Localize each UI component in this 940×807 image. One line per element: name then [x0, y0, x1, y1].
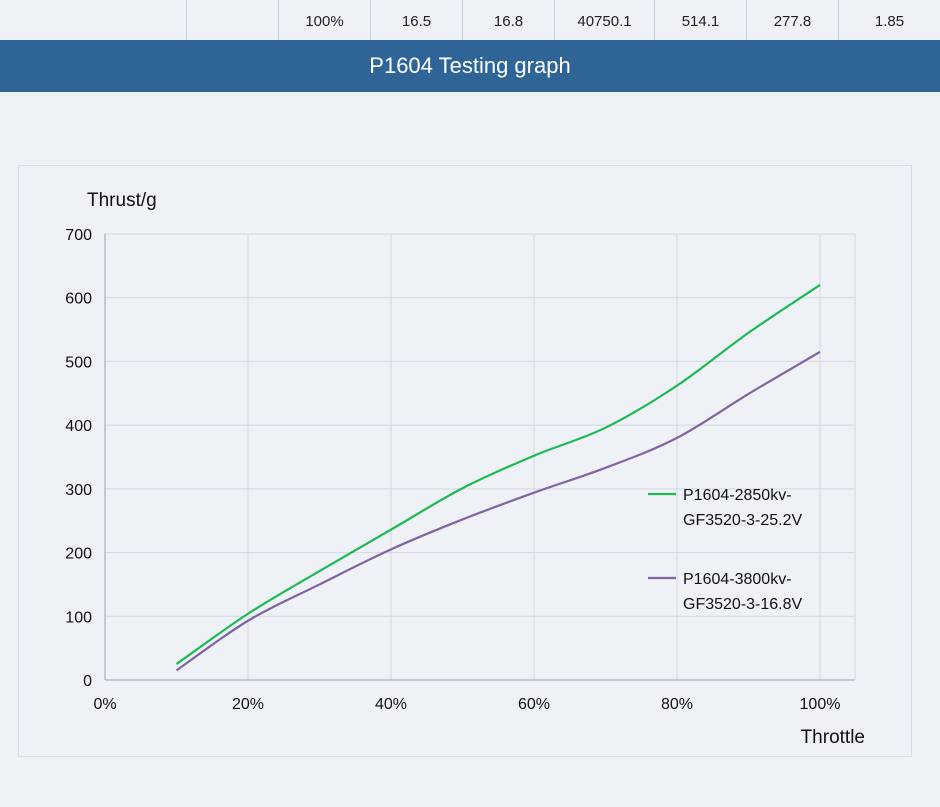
- chart-grid: [105, 233, 856, 680]
- chart-container: [18, 165, 912, 757]
- y-tick-label: 500: [65, 354, 92, 371]
- legend-label-1: P1604-2850kv-: [683, 487, 792, 504]
- y-tick-label: 100: [65, 609, 92, 626]
- table-cell: 514.1: [654, 0, 746, 40]
- x-tick-label: 20%: [232, 696, 264, 713]
- legend-label-2: GF3520-3-16.8V: [683, 596, 803, 613]
- y-tick-label: 700: [65, 227, 92, 244]
- y-tick-label: 300: [65, 482, 92, 499]
- y-tick-label: 0: [83, 673, 92, 690]
- table-cell-empty: [186, 0, 278, 40]
- legend-label-1: GF3520-3-25.2V: [683, 512, 803, 529]
- page-title-banner: P1604 Testing graph: [0, 40, 940, 92]
- y-axis-label: Thrust/g: [87, 190, 157, 211]
- chart-axes: [104, 234, 855, 681]
- x-tick-label: 100%: [800, 696, 841, 713]
- table-cell: 100%: [278, 0, 370, 40]
- legend-label-2: P1604-3800kv-: [683, 571, 792, 588]
- series-line-2: [175, 350, 821, 672]
- chart-series: [175, 284, 821, 672]
- table-cell: 16.8: [462, 0, 554, 40]
- table-cell: 1.85: [838, 0, 940, 40]
- x-tick-label: 60%: [518, 696, 550, 713]
- y-tick-label: 400: [65, 418, 92, 435]
- table-cell: 40750.1: [554, 0, 654, 40]
- chart-ticks: 0 100 200 300 400 500 600 700 0% 20% 40% 60% 80% 100%: [65, 227, 840, 713]
- table-cell: 16.5: [370, 0, 462, 40]
- x-tick-label: 0%: [93, 696, 116, 713]
- y-tick-label: 600: [65, 291, 92, 308]
- series-line-1: [175, 284, 821, 665]
- x-tick-label: 80%: [661, 696, 693, 713]
- chart-legend: P1604-2850kv- GF3520-3-25.2V P1604-3800kv-…: [648, 487, 803, 613]
- x-axis-label: Throttle: [801, 727, 865, 748]
- y-tick-label: 200: [65, 546, 92, 563]
- data-table-row: 100% 16.5 16.8 40750.1 514.1 277.8 1.85: [0, 0, 940, 40]
- x-tick-label: 40%: [375, 696, 407, 713]
- table-cell: 277.8: [746, 0, 838, 40]
